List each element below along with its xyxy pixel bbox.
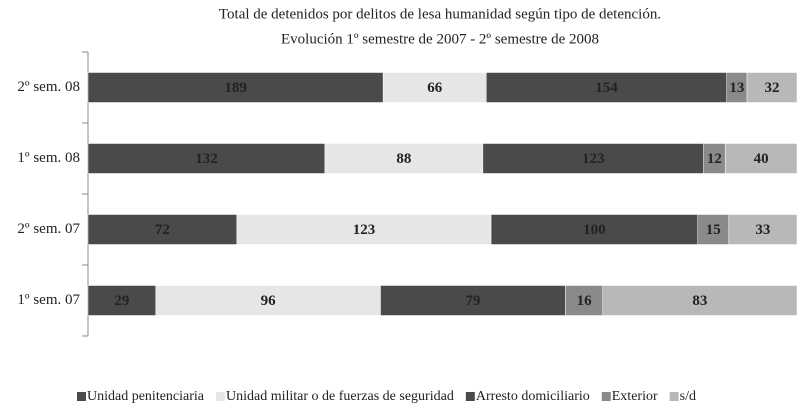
legend-swatch: [601, 392, 611, 401]
y-tick-label: 2º sem. 07: [17, 221, 80, 237]
data-label: 66: [427, 80, 443, 96]
bar-segment: [565, 285, 604, 316]
bar-segment: [324, 143, 484, 174]
legend-swatch: [669, 392, 679, 401]
data-label: 72: [155, 222, 170, 238]
bar-segment: [697, 214, 730, 245]
bar-segment: [728, 214, 798, 245]
data-label: 123: [353, 222, 376, 238]
data-label: 189: [224, 80, 247, 96]
bar-segment: [87, 72, 384, 103]
bar-segment: [724, 143, 798, 174]
bar-segment: [602, 285, 798, 316]
legend-label: Arresto domiciliario: [476, 389, 590, 404]
bar-segment: [485, 72, 727, 103]
data-label: 12: [707, 151, 722, 167]
data-label: 79: [465, 293, 480, 309]
y-tick-label: 2º sem. 08: [17, 79, 80, 95]
data-label: 40: [754, 151, 769, 167]
data-label: 132: [195, 151, 218, 167]
y-tick-label: 1º sem. 08: [17, 150, 80, 166]
bar-segment: [236, 214, 492, 245]
legend-swatch: [77, 392, 86, 401]
data-label: 13: [729, 80, 744, 96]
data-label: 33: [755, 222, 770, 238]
legend-label: Unidad militar o de fuerzas de seguridad: [226, 389, 454, 404]
data-label: 154: [595, 80, 618, 96]
data-label: 100: [583, 222, 606, 238]
legend-label: Exterior: [612, 389, 658, 404]
data-label: 16: [577, 293, 593, 309]
legend-swatch: [465, 392, 475, 401]
y-tick-label: 1º sem. 07: [17, 292, 80, 308]
bar-segment: [155, 285, 381, 316]
legend-label: s/d: [680, 389, 696, 404]
chart-title: Total de detenidos por delitos de lesa h…: [219, 6, 661, 22]
chart-subtitle: Evolución 1º semestre de 2007 - 2º semes…: [281, 31, 599, 47]
data-label: 96: [261, 293, 277, 309]
bar-segment: [87, 214, 238, 245]
bar-segment: [746, 72, 798, 103]
data-label: 123: [582, 151, 605, 167]
bar-segment: [87, 285, 157, 316]
data-label: 32: [765, 80, 780, 96]
bar-segment: [87, 143, 326, 174]
legend-swatch: [216, 392, 226, 401]
legend-label: Unidad penitenciaria: [87, 389, 205, 404]
data-label: 88: [396, 151, 411, 167]
bar-segment: [490, 214, 699, 245]
data-label: 29: [114, 293, 129, 309]
bar-segment: [380, 285, 566, 316]
data-label: 15: [706, 222, 721, 238]
data-label: 83: [692, 293, 707, 309]
bar-segment: [482, 143, 704, 174]
